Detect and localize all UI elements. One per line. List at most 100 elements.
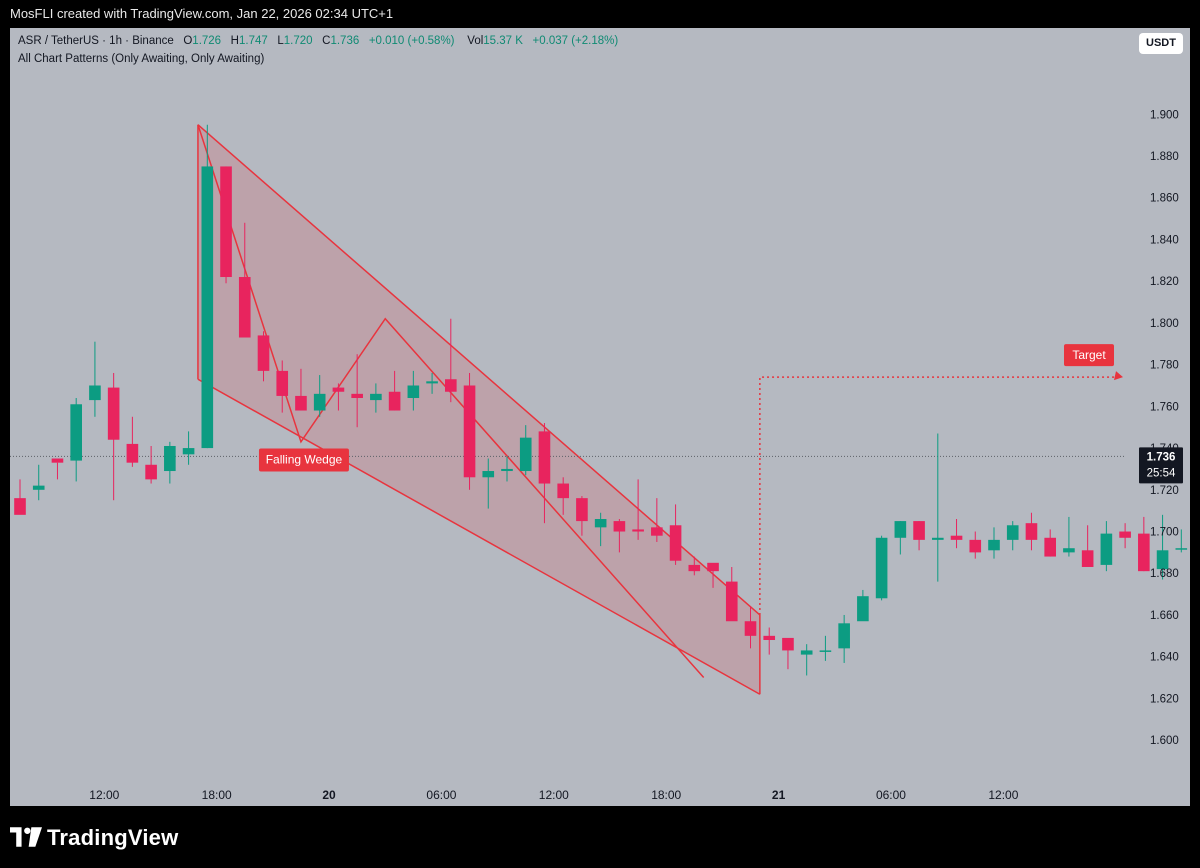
- y-tick-label: 1.880: [1150, 151, 1179, 163]
- candle-down: [388, 370, 401, 411]
- candle-body: [276, 370, 289, 396]
- candle-down: [725, 566, 738, 622]
- candle-up: [1063, 516, 1075, 557]
- candle-body: [332, 387, 345, 392]
- candle-body: [444, 379, 457, 392]
- candle-body: [557, 483, 569, 499]
- low-label: L: [277, 35, 284, 47]
- y-tick-label: 1.900: [1150, 109, 1179, 121]
- symbol-label[interactable]: ASR / TetherUS · 1h · Binance: [18, 35, 174, 47]
- candle-up: [1175, 529, 1188, 553]
- candle-up: [1006, 521, 1019, 551]
- candle-down: [126, 416, 139, 467]
- candle-up: [426, 372, 438, 394]
- y-tick-label: 1.780: [1150, 360, 1179, 372]
- candle-body: [126, 443, 139, 463]
- y-tick-label: 1.860: [1150, 193, 1179, 205]
- candle-body: [519, 437, 532, 472]
- y-tick-label: 1.660: [1150, 610, 1179, 622]
- candle-body: [1175, 548, 1188, 550]
- currency-button[interactable]: USDT: [1139, 33, 1183, 54]
- candle-body: [538, 431, 551, 484]
- candle-down: [576, 496, 588, 536]
- attribution-bar: MosFLI created with TradingView.com, Jan…: [0, 0, 1200, 28]
- indicator-legend[interactable]: All Chart Patterns (Only Awaiting, Only …: [18, 53, 265, 65]
- candle-up: [838, 614, 850, 663]
- volume-value: 15.37 K: [483, 35, 523, 47]
- candle-body: [426, 381, 438, 384]
- x-tick-label: 21: [772, 788, 786, 802]
- volume-change: +0.037 (+2.18%): [532, 35, 619, 47]
- y-tick-label: 1.720: [1150, 485, 1179, 497]
- target-label: Target: [1072, 348, 1106, 362]
- candle-down: [351, 354, 363, 428]
- candle-body: [651, 527, 663, 536]
- candle-down: [632, 479, 644, 540]
- candle-down: [782, 637, 794, 670]
- candle-down: [145, 445, 157, 484]
- chart-background: [10, 28, 1190, 806]
- close-label: C: [322, 35, 331, 47]
- candle-body: [295, 395, 307, 411]
- candle-up: [1156, 514, 1169, 580]
- candle-up: [1100, 521, 1113, 572]
- candle-body: [800, 650, 813, 655]
- high-label: H: [230, 35, 239, 47]
- close-value: 1.736: [330, 35, 360, 47]
- open-label: O: [183, 35, 193, 47]
- candle-body: [1100, 533, 1113, 565]
- candle-up: [857, 589, 869, 622]
- candle-body: [238, 277, 251, 338]
- candle-down: [557, 477, 569, 515]
- candle-up: [519, 425, 532, 476]
- volume-label: Vol: [467, 35, 484, 47]
- y-tick-label: 1.700: [1150, 527, 1179, 539]
- candle-up: [594, 512, 607, 547]
- candle-down: [613, 519, 626, 553]
- candle-body: [632, 529, 644, 532]
- candle-up: [370, 383, 382, 413]
- candle-body: [669, 525, 682, 561]
- candle-up: [164, 441, 176, 484]
- candle-up: [32, 464, 45, 501]
- candle-down: [1081, 525, 1094, 567]
- price-chart[interactable]: Falling Wedge Target 1.600 1.620 1.640 1.660 1…: [10, 28, 1190, 806]
- tradingview-footer: TradingView: [10, 818, 310, 858]
- candle-body: [220, 166, 232, 278]
- y-tick-label: 1.760: [1150, 401, 1179, 413]
- x-tick-label: 06:00: [426, 788, 456, 802]
- candle-down: [238, 222, 251, 338]
- candle-body: [744, 621, 757, 636]
- candle-down: [913, 521, 925, 551]
- x-tick-label: 20: [322, 788, 336, 802]
- x-tick-label: 18:00: [651, 788, 681, 802]
- candle-body: [782, 637, 794, 651]
- candle-up: [501, 456, 513, 482]
- candle-down: [444, 318, 457, 403]
- candle-down: [332, 383, 345, 411]
- candle-body: [164, 445, 176, 472]
- candle-down: [707, 562, 719, 588]
- attribution-text: MosFLI created with TradingView.com, Jan…: [10, 6, 394, 21]
- candle-up: [70, 398, 82, 482]
- candle-down: [950, 519, 963, 549]
- candle-up: [800, 644, 813, 676]
- candle-body: [463, 385, 476, 478]
- current-price-label: 1.736: [1147, 451, 1176, 463]
- candle-body: [688, 564, 701, 572]
- candle-down: [14, 479, 26, 515]
- candle-up: [819, 635, 832, 661]
- y-tick-label: 1.840: [1150, 234, 1179, 246]
- candle-down: [669, 504, 682, 565]
- candle-down: [1044, 529, 1056, 557]
- candle-body: [182, 448, 195, 455]
- candle-down: [220, 166, 232, 284]
- candle-up: [313, 375, 326, 417]
- countdown-label: 25:54: [1147, 467, 1176, 479]
- candle-body: [313, 393, 326, 411]
- candle-down: [651, 498, 663, 542]
- candle-up: [89, 341, 101, 417]
- candle-body: [763, 635, 776, 641]
- chart-panel[interactable]: Falling Wedge Target 1.600 1.620 1.640 1.660 1…: [10, 28, 1190, 806]
- candle-body: [145, 464, 157, 480]
